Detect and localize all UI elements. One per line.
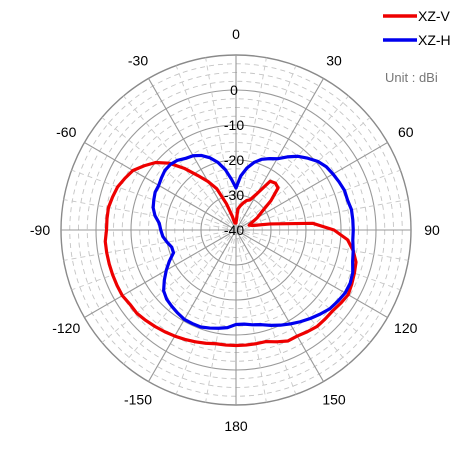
grid-spoke-major [235,142,388,231]
grid-spoke-major [235,229,388,318]
grid-spoke-minor [63,199,237,231]
series-line-xz-h [151,153,355,330]
grid-spoke-minor [235,229,409,261]
angle-label: 60 [398,124,414,140]
angle-label: -120 [52,320,80,336]
angle-label: 30 [326,52,342,68]
grid-spoke-minor [175,229,237,395]
grid-spoke-minor [235,229,297,395]
angle-label: -90 [30,222,50,238]
grid-spoke-minor [235,169,401,231]
grid-spoke-minor [205,229,237,403]
angle-labels: 0 30 60 90 120 150 180 -150 -120 -90 -60 -30 [30,26,440,434]
angle-label: -150 [124,392,152,408]
grid-spoke-minor [235,229,349,365]
grid-spoke-minor [205,57,237,231]
series-layer [103,153,358,348]
angle-label: 150 [322,392,346,408]
grid-spoke-minor [235,57,267,231]
radial-tick-label: -30 [224,187,244,203]
angle-label: 90 [424,222,440,238]
radial-tick-label: -10 [224,117,244,133]
legend: XZ-V XZ-H Unit : dBi [383,8,451,85]
grid-spoke-minor [235,229,401,291]
angle-label: 180 [224,418,248,434]
grid-spoke-major [148,78,237,231]
grid-spoke-minor [235,229,371,343]
grid-spoke-major [235,78,324,231]
grid-spoke-major [84,229,237,318]
radial-tick-label: -40 [224,222,244,238]
grid-spoke-minor [123,229,237,365]
grid-spoke-minor [71,169,237,231]
grid-spoke-major [148,229,237,382]
grid-spoke-minor [235,95,349,231]
grid-spoke-minor [123,95,237,231]
grid-spoke-minor [235,229,267,403]
legend-label-xz-h: XZ-H [418,32,451,48]
grid-spoke-minor [63,229,237,261]
grid-spoke-major [84,142,237,231]
grid-spoke-minor [101,229,237,343]
legend-label-xz-v: XZ-V [418,8,451,24]
angle-label: 0 [232,26,240,42]
angle-label: 120 [394,320,418,336]
radial-tick-label: -20 [224,152,244,168]
grid-spoke-minor [101,117,237,231]
grid-spoke-major [235,229,324,382]
angle-label: -30 [128,52,148,68]
radial-tick-label: 0 [230,82,238,98]
series-line-xz-v [103,160,358,348]
radial-tick-labels: -40 -30 -20 -10 0 [224,82,244,238]
grid-spoke-minor [71,229,237,291]
grid-spoke-minor [235,117,371,231]
unit-note: Unit : dBi [385,70,438,85]
angle-label: -60 [56,124,76,140]
